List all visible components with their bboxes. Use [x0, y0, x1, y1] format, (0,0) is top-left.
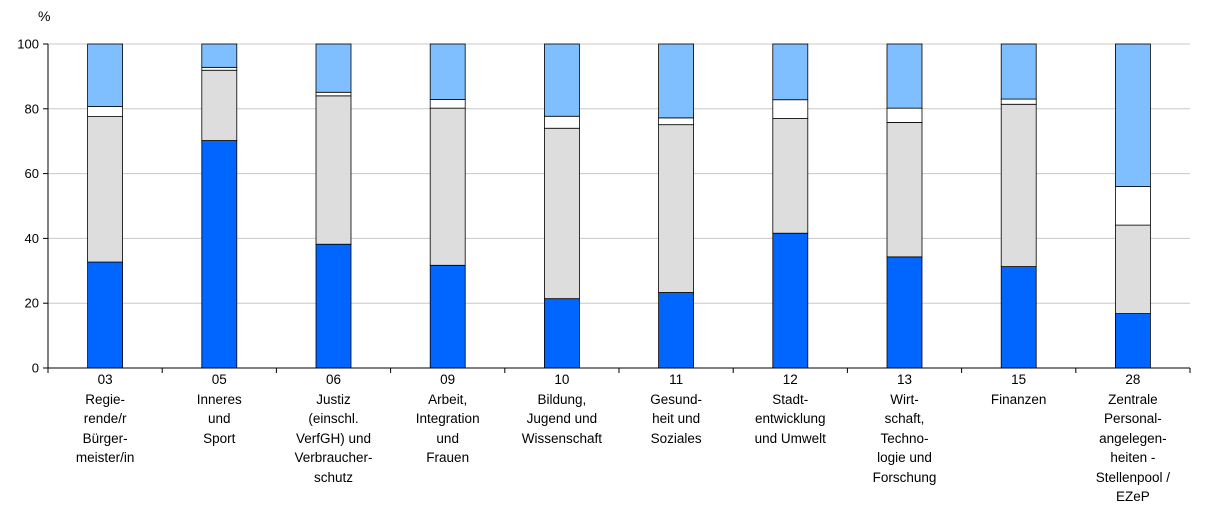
bar-segment	[886, 256, 923, 369]
y-tick-label: 100	[17, 37, 39, 52]
bar-segment	[315, 243, 352, 369]
bar-segment	[201, 140, 238, 369]
bar-segment	[87, 106, 123, 117]
x-tick-label: 11 Gesund- heit und Soziales	[650, 372, 702, 446]
bar-segment	[772, 99, 809, 119]
bar-segment	[886, 43, 923, 109]
bar-segment	[544, 298, 580, 369]
bar-segment	[1000, 43, 1037, 100]
y-tick-label: 40	[25, 231, 39, 246]
y-tick-label: 80	[25, 101, 39, 116]
x-tick-label: 03 Regie- rende/r Bürger- meister/in	[75, 372, 135, 465]
y-tick-label: 0	[32, 361, 39, 376]
bar-segment	[429, 107, 466, 266]
bar-segment	[315, 95, 352, 245]
bar-segment	[544, 115, 580, 129]
x-tick-label: 28 Zentrale Personal- angelegen- heiten …	[1095, 372, 1171, 504]
bar-segment	[1115, 186, 1151, 226]
y-tick-label: 60	[25, 166, 39, 181]
bar-segment	[429, 99, 466, 109]
bar-segment	[1115, 224, 1151, 314]
bar-segment	[87, 116, 123, 263]
x-tick-label: 10 Bildung, Jugend und Wissenschaft	[521, 372, 603, 446]
bar-segment	[87, 261, 123, 369]
bar-segment	[544, 127, 580, 300]
x-tick-label: 05 Inneres und Sport	[196, 372, 242, 446]
bar-segment	[886, 122, 923, 258]
x-tick-label: 12 Stadt- entwicklung und Umwelt	[754, 372, 826, 446]
y-axis-unit: %	[38, 8, 51, 24]
bar-segment	[772, 43, 809, 101]
bar-segment	[658, 292, 694, 369]
bar-segment	[1115, 313, 1151, 369]
y-tick-label: 20	[25, 296, 39, 311]
bar-segment	[544, 43, 580, 117]
bar-segment	[315, 43, 352, 93]
bar-segment	[772, 118, 809, 234]
bar-segment	[658, 43, 694, 119]
x-tick-label: 09 Arbeit, Integration und Frauen	[415, 372, 480, 465]
x-tick-label: 15 Finanzen	[990, 372, 1047, 407]
bar-segment	[1000, 98, 1037, 105]
bar-segment	[886, 107, 923, 123]
bar-segment	[1115, 43, 1151, 187]
bar-segment	[658, 117, 694, 126]
x-tick-label: 06 Justiz (einschl. VerfGH) und Verbrauc…	[294, 372, 373, 485]
bar-segment	[201, 69, 238, 141]
bar-segment	[201, 43, 238, 68]
bar-segment	[315, 91, 352, 97]
bar-segment	[201, 66, 238, 71]
bar-segment	[87, 43, 123, 107]
bar-segment	[1000, 266, 1037, 369]
bar-segment	[1000, 103, 1037, 267]
x-tick-label: 13 Wirt- schaft, Techno- logie und Forsc…	[872, 372, 937, 485]
bar-segment	[429, 43, 466, 100]
bar-segment	[658, 124, 694, 293]
bar-segment	[772, 232, 809, 369]
bar-segment	[429, 264, 466, 369]
